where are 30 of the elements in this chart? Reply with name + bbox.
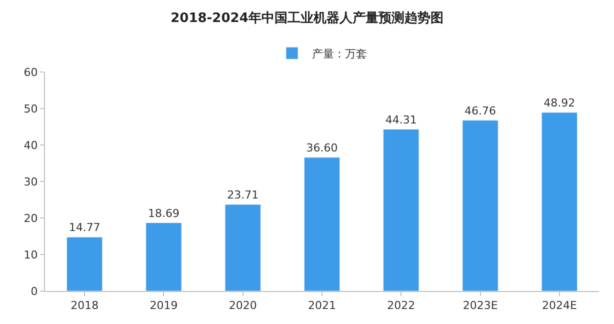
x-tick-label: 2019: [150, 299, 178, 312]
x-tick-label: 2022: [387, 299, 416, 312]
bar: [462, 120, 498, 291]
bar: [383, 129, 420, 291]
data-label: 18.69: [148, 206, 180, 220]
x-tick-label: 2020: [228, 299, 257, 312]
y-tick-label: 30: [24, 175, 38, 188]
bar: [304, 157, 340, 291]
bar: [224, 204, 261, 291]
x-tick-label: 2024E: [542, 299, 577, 312]
y-tick-label: 20: [24, 212, 38, 225]
data-label: 46.76: [464, 104, 496, 118]
x-tick-label: 2023E: [462, 299, 498, 312]
y-tick-label: 50: [24, 102, 38, 116]
data-label: 14.77: [68, 221, 100, 234]
chart-title: 2018-2024年中国工业机器人产量预测趋势图: [170, 10, 444, 26]
y-tick-label: 0: [30, 284, 38, 298]
data-label: 23.71: [227, 188, 259, 202]
y-tick-label: 10: [24, 248, 38, 262]
y-tick-label: 40: [24, 138, 38, 152]
bar: [146, 222, 182, 291]
bar: [66, 236, 103, 291]
data-label: 48.92: [544, 96, 576, 110]
data-label: 44.31: [385, 113, 417, 126]
x-tick-label: 2021: [308, 299, 336, 312]
data-label: 36.60: [306, 141, 338, 154]
y-tick-label: 60: [24, 66, 38, 79]
legend-label: 产量：万套: [312, 47, 367, 60]
bar: [541, 112, 578, 291]
x-tick-label: 2018: [70, 299, 99, 312]
